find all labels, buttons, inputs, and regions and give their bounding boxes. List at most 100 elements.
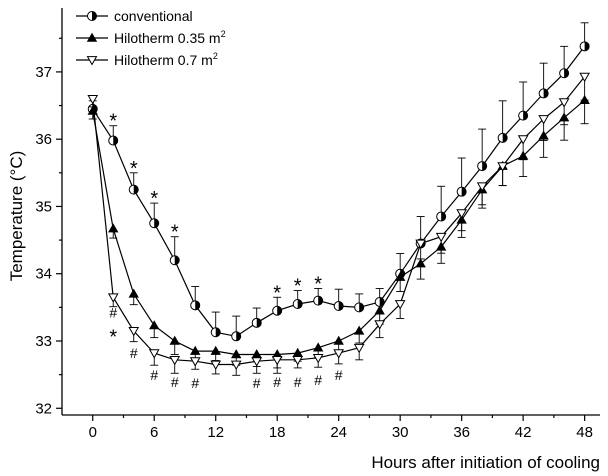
significance-star: * [109, 326, 117, 348]
significance-hash: # [191, 375, 199, 391]
point-marker-fill [113, 136, 118, 146]
x-tick-label: 24 [330, 424, 347, 441]
series-conventional [87, 22, 590, 342]
point-marker-hilotherm-035 [128, 288, 139, 298]
series-line [92, 99, 585, 356]
x-tick-label: 18 [269, 424, 286, 441]
point-marker-fill [338, 301, 344, 311]
point-marker-hilotherm-035 [108, 223, 119, 233]
point-marker-fill [543, 88, 549, 98]
point-marker-fill [564, 68, 569, 78]
point-marker-fill [215, 327, 221, 337]
point-marker-fill [523, 111, 528, 121]
point-marker-hilotherm-07 [517, 135, 529, 145]
point-marker-hilotherm-035 [251, 349, 262, 359]
point-marker-fill [297, 299, 303, 309]
point-marker-hilotherm-07 [333, 349, 345, 359]
x-tick-label: 36 [453, 424, 470, 441]
point-marker-fill [482, 161, 487, 171]
point-marker-fill [584, 41, 590, 51]
point-marker-fill [133, 185, 139, 195]
point-marker-hilotherm-035 [333, 335, 344, 345]
series-hilotherm-035 [87, 94, 590, 369]
legend-item: Hilotherm 0.35 m2 [76, 29, 226, 46]
point-marker-hilotherm-07 [415, 239, 427, 249]
legend-label: Hilotherm 0.7 m2 [114, 51, 218, 68]
x-axis-title: Hours after initiation of cooling [371, 453, 600, 472]
point-marker-hilotherm-07 [87, 94, 99, 105]
legend-item: Hilotherm 0.7 m2 [76, 51, 218, 68]
x-tick-label: 42 [515, 424, 532, 441]
significance-hash: # [171, 374, 179, 390]
point-marker-hilotherm-035 [169, 335, 180, 345]
significance-star: * [294, 276, 302, 298]
x-tick-label: 6 [150, 424, 158, 441]
point-marker-hilotherm-035 [210, 345, 221, 355]
point-marker-fill [277, 306, 282, 316]
x-tick-label: 12 [207, 424, 224, 441]
point-marker-hilotherm-07 [107, 293, 119, 303]
significance-hash: # [294, 374, 302, 390]
significance-hash: # [109, 304, 117, 320]
point-marker-hilotherm-07 [169, 355, 181, 366]
point-marker-fill [359, 302, 364, 312]
point-marker-hilotherm-035 [313, 342, 324, 352]
legend-label: conventional [114, 8, 193, 24]
y-axis-title: Temperature (°C) [7, 151, 26, 282]
significance-hash: # [314, 372, 322, 388]
point-marker-fill [441, 212, 446, 222]
point-marker-hilotherm-035 [87, 105, 98, 115]
x-tick-label: 48 [576, 424, 593, 441]
point-marker-hilotherm-07 [558, 98, 570, 108]
point-marker-fill [195, 300, 200, 310]
significance-hash: # [273, 374, 281, 390]
point-marker-hilotherm-07 [148, 349, 160, 359]
point-marker-hilotherm-07 [497, 162, 509, 172]
significance-star: * [273, 282, 281, 304]
point-marker-hilotherm-07 [292, 355, 304, 366]
significance-star: * [314, 274, 322, 296]
point-marker-fill [154, 218, 159, 228]
legend-item: conventional [76, 8, 193, 24]
point-marker-fill [318, 296, 323, 306]
point-marker-hilotherm-035 [415, 258, 426, 268]
point-marker-hilotherm-035 [353, 325, 365, 335]
point-marker-hilotherm-07 [456, 209, 468, 219]
y-tick-label: 33 [35, 333, 52, 350]
significance-hash: # [150, 367, 158, 383]
annotation-layer: * * * * * * * * # # # # # # # # # # [109, 111, 342, 391]
x-tick-label: 0 [89, 424, 97, 441]
x-tick-label: 30 [392, 424, 409, 441]
significance-hash: # [253, 375, 261, 391]
significance-star: * [109, 111, 117, 133]
y-tick-label: 32 [35, 400, 52, 417]
point-marker-hilotherm-07 [394, 300, 406, 310]
point-marker-hilotherm-035 [374, 305, 385, 315]
legend-label: Hilotherm 0.35 m2 [114, 29, 226, 46]
series-layer [87, 22, 590, 376]
point-marker-hilotherm-07 [210, 360, 222, 371]
y-tick-label: 34 [35, 266, 52, 283]
point-marker-hilotherm-035 [190, 345, 201, 355]
point-marker-hilotherm-07 [579, 72, 590, 83]
significance-star: * [150, 188, 158, 210]
point-marker-hilotherm-07 [128, 327, 140, 337]
y-tick-label: 36 [35, 131, 52, 148]
significance-star: * [171, 222, 179, 244]
axes: 0 6 12 18 24 30 36 42 48 32 33 34 35 36 37 [35, 8, 600, 441]
point-marker-hilotherm-07 [353, 343, 365, 354]
point-marker-hilotherm-07 [271, 355, 283, 366]
point-marker-fill [461, 187, 467, 197]
point-marker-hilotherm-07 [189, 357, 201, 367]
point-marker-hilotherm-035 [394, 271, 406, 281]
point-marker-hilotherm-07 [86, 56, 98, 66]
legend: conventional Hilotherm 0.35 m2 Hilotherm 0… [76, 8, 226, 68]
y-tick-label: 35 [35, 198, 52, 215]
point-marker-hilotherm-07 [312, 353, 324, 364]
point-marker-fill [502, 133, 508, 143]
significance-star: * [130, 158, 138, 180]
point-marker-fill [92, 11, 97, 21]
point-marker-hilotherm-035 [86, 32, 98, 42]
point-marker-hilotherm-07 [251, 357, 263, 367]
